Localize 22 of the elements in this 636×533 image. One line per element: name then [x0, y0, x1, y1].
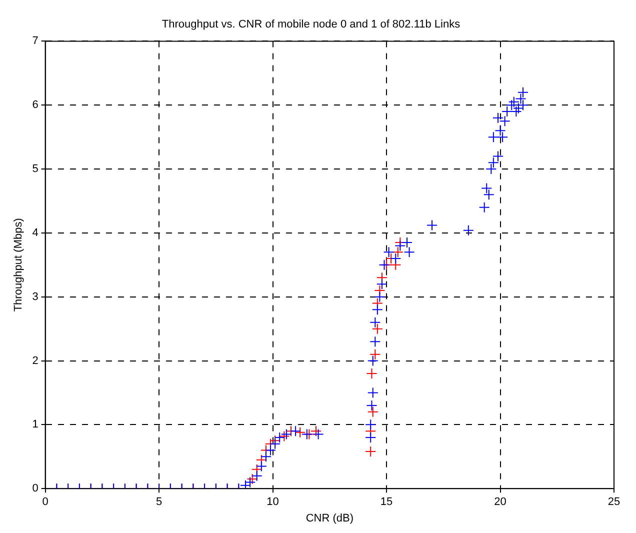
- y-tick-label: 6: [32, 99, 38, 112]
- y-tick-label: 4: [32, 226, 38, 239]
- point: [366, 368, 378, 380]
- y-tick-label: 5: [32, 163, 38, 176]
- y-axis-title: Throughput (Mbps): [12, 218, 25, 312]
- x-tick-label: 20: [494, 496, 506, 508]
- chart-title: Throughput vs. CNR of mobile node 0 and 1 of 802.11b Links: [162, 18, 461, 31]
- x-axis-title: CNR (dB): [306, 512, 354, 524]
- x-tick-label: 15: [380, 496, 393, 508]
- y-tick-label: 0: [32, 482, 38, 495]
- point: [372, 323, 383, 334]
- point: [367, 406, 378, 418]
- x-tick-label: 0: [42, 496, 48, 508]
- x-tick-label: 25: [608, 496, 620, 508]
- y-tick-label: 1: [32, 418, 38, 431]
- y-tick-label: 2: [32, 354, 38, 367]
- point: [370, 348, 381, 360]
- y-tick-label: 3: [32, 290, 38, 303]
- x-tick-label: 10: [266, 496, 279, 508]
- x-tick-label: 5: [156, 496, 162, 508]
- y-tick-label: 7: [32, 35, 38, 48]
- point: [392, 246, 404, 258]
